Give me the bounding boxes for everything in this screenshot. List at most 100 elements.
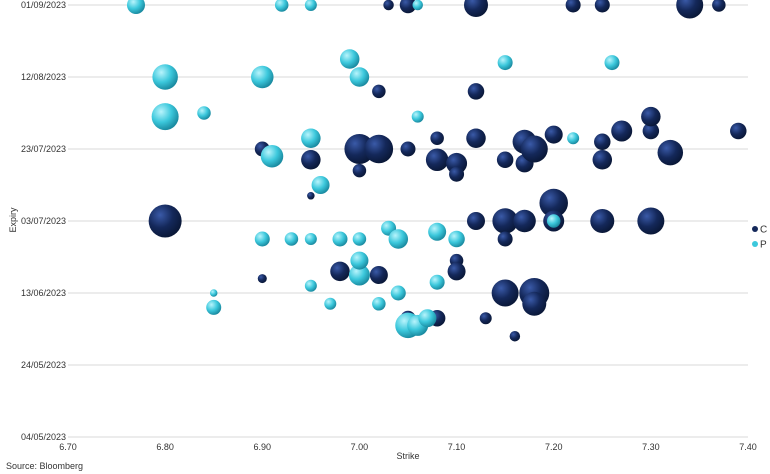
bubble-p [197, 106, 211, 120]
bubble-p [304, 0, 317, 11]
bubble-c [522, 291, 547, 316]
bubble-p [448, 230, 465, 248]
x-tick-label: 7.30 [642, 442, 660, 452]
bubble-p [604, 55, 620, 71]
bubble-c [430, 131, 444, 145]
bubble-c [544, 125, 563, 144]
y-axis-ticks: 01/09/2023 12/08/2023 23/07/2023 03/07/2023… [21, 0, 66, 442]
bubble-c [330, 261, 350, 282]
x-tick-label: 7.00 [351, 442, 369, 452]
legend-marker-c [752, 226, 758, 232]
bubble-c [492, 208, 518, 234]
bubble-p [390, 285, 406, 301]
bubble-c [730, 122, 747, 140]
bubble-c [657, 139, 684, 166]
legend-label-p: P [760, 240, 767, 251]
x-tick-label: 7.10 [448, 442, 466, 452]
bubble-p [304, 279, 317, 292]
bubble-c [464, 0, 488, 17]
bubble-c [590, 209, 615, 233]
bubble-c [641, 106, 661, 127]
bubble-p [311, 176, 330, 194]
bubble-p [324, 297, 337, 310]
bubble-c [467, 212, 485, 230]
bubble-c [565, 0, 581, 13]
bubble-p [350, 251, 369, 270]
bubble-c [400, 141, 416, 157]
legend-label-c: C [760, 225, 767, 236]
bubble-p [412, 0, 423, 11]
y-axis-title: Expiry [8, 207, 18, 233]
bubble-c [257, 274, 267, 284]
bubbles [127, 0, 747, 342]
bubble-p [388, 229, 409, 249]
bubble-c [425, 148, 449, 172]
bubble-p [497, 55, 513, 71]
bubble-c [592, 150, 613, 170]
bubble-c [301, 150, 321, 170]
bubble-c [372, 84, 386, 99]
bubble-p [152, 64, 178, 90]
bubble-c [520, 135, 548, 163]
bubble-p [206, 299, 222, 315]
bubble-p [339, 49, 360, 69]
y-tick-label: 13/06/2023 [21, 288, 66, 298]
x-tick-label: 7.20 [545, 442, 563, 452]
bubble-c [466, 128, 486, 148]
bubble-c [479, 312, 492, 325]
bubble-p [251, 65, 274, 89]
bubble-p [348, 264, 370, 286]
bubble-p [352, 232, 367, 246]
bubble-c [594, 0, 610, 13]
bubble-c [148, 204, 182, 238]
bubble-p [546, 214, 561, 228]
bubble-p [372, 297, 386, 311]
bubble-p [418, 309, 437, 328]
bubble-c [399, 0, 417, 14]
bubble-c [383, 0, 394, 11]
y-tick-label: 03/07/2023 [21, 216, 66, 226]
bubble-c [364, 134, 394, 164]
x-axis-ticks: 6.70 6.80 6.90 7.00 7.10 7.20 7.30 7.40 [59, 442, 757, 452]
y-tick-label: 24/05/2023 [21, 360, 66, 370]
bubble-c [496, 151, 514, 169]
bubble-c [447, 262, 466, 281]
bubble-c [642, 122, 660, 140]
bubble-c [676, 0, 704, 19]
bubble-c [513, 209, 536, 233]
bubble-p [254, 231, 270, 247]
y-tick-label: 04/05/2023 [21, 432, 66, 442]
x-tick-label: 7.40 [739, 442, 757, 452]
bubble-c [611, 120, 633, 142]
bubble-p [209, 289, 218, 297]
bubble-c [446, 152, 468, 174]
bubble-p [127, 0, 145, 14]
bubble-c [449, 166, 465, 182]
x-axis-title: Strike [396, 451, 419, 461]
bubble-c [497, 231, 513, 247]
bubble-p [349, 67, 370, 87]
bubble-p [428, 222, 447, 241]
x-tick-label: 6.90 [254, 442, 272, 452]
bubble-c [594, 133, 611, 151]
bubble-p [301, 128, 321, 148]
source-note: Source: Bloomberg [6, 461, 84, 471]
bubble-c [712, 0, 726, 12]
y-tick-label: 12/08/2023 [21, 72, 66, 82]
y-tick-label: 23/07/2023 [21, 144, 66, 154]
bubble-c [369, 266, 388, 284]
bubble-c [637, 207, 665, 235]
bubble-p [411, 110, 424, 123]
bubble-c [539, 188, 568, 218]
bubble-c [307, 192, 315, 200]
legend-marker-p [752, 241, 758, 247]
bubble-p [260, 144, 284, 168]
x-tick-label: 6.70 [59, 442, 77, 452]
bubble-p [332, 231, 348, 247]
bubble-p [274, 0, 289, 12]
x-tick-label: 6.80 [156, 442, 174, 452]
legend: CP [752, 225, 767, 251]
bubble-p [151, 103, 179, 131]
bubble-c [352, 163, 367, 178]
